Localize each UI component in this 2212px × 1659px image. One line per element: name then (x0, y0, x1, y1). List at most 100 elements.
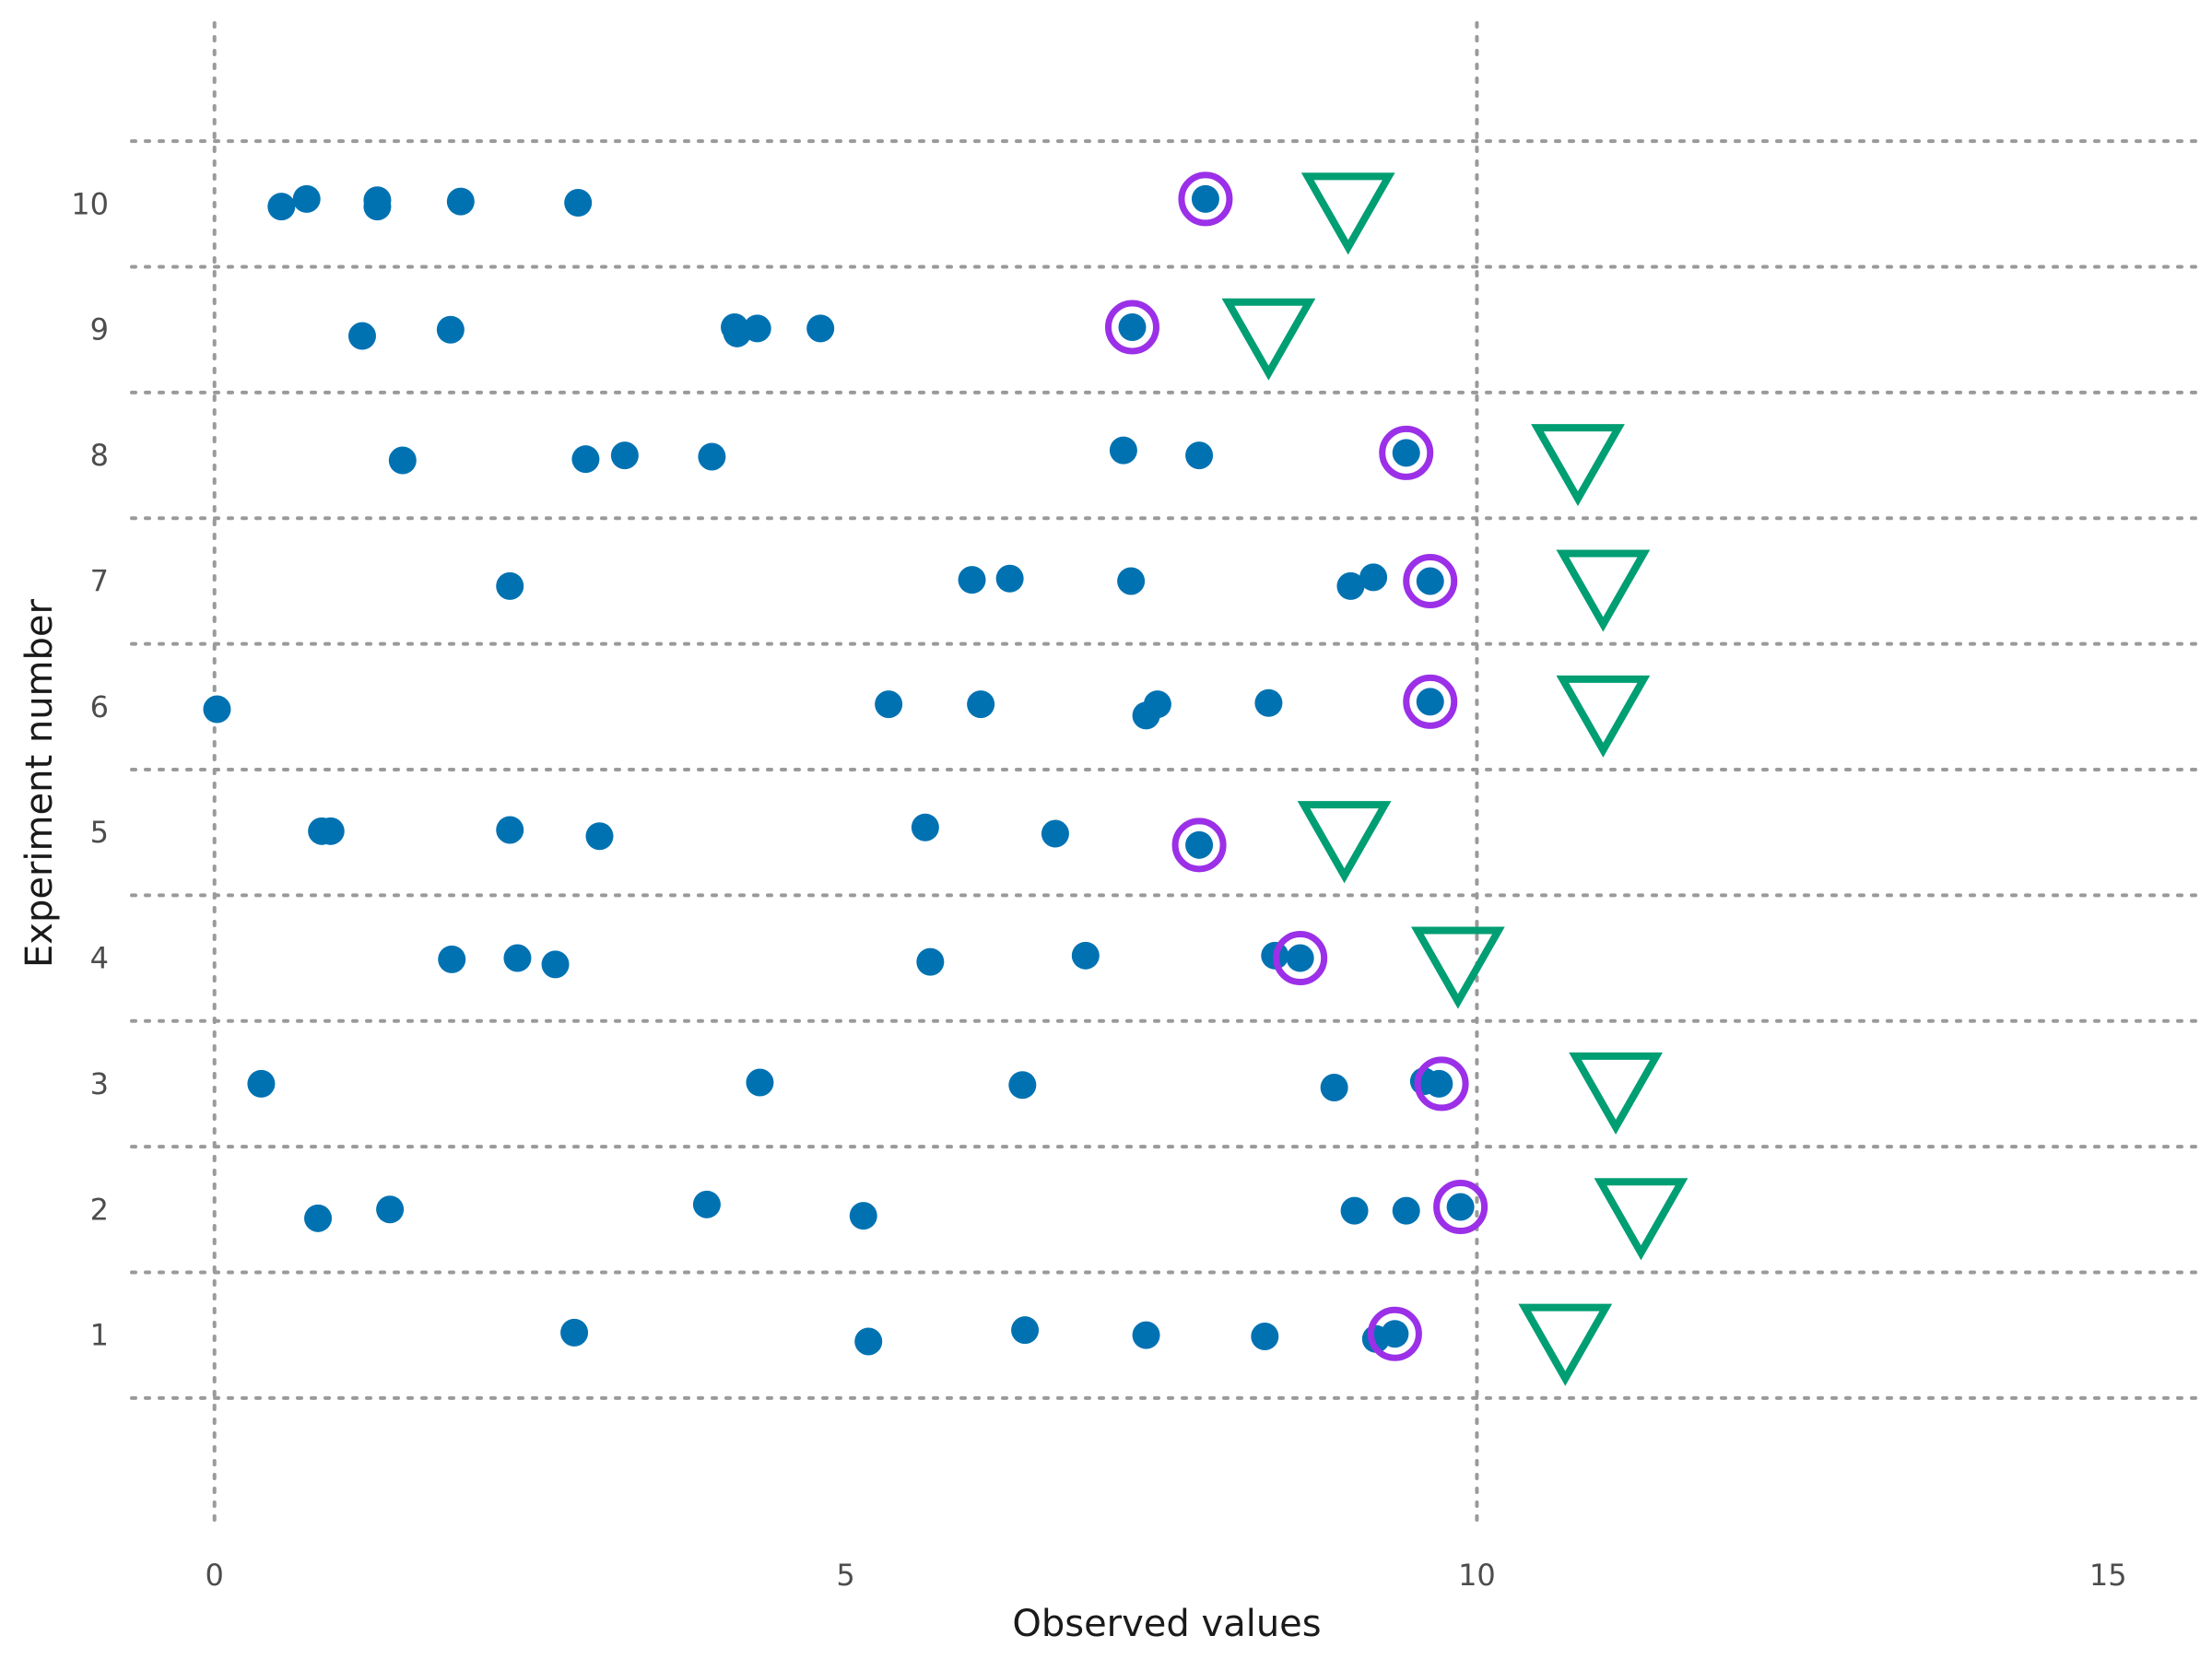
observation-point (692, 1190, 721, 1218)
observation-point (1132, 1321, 1160, 1349)
triangle-marker (1221, 298, 1316, 381)
observation-point (610, 441, 639, 470)
observation-point (564, 189, 593, 217)
observation-point (1071, 941, 1100, 970)
observation-point (541, 950, 570, 979)
observation-point (1286, 944, 1314, 972)
y-tick-label: 4 (90, 941, 109, 976)
highlight-ring (1273, 931, 1328, 986)
y-tick-label: 9 (90, 312, 109, 347)
observation-point (388, 446, 417, 475)
observation-point (1251, 1323, 1279, 1350)
highlight-ring (1367, 1306, 1422, 1361)
observation-point (446, 187, 475, 216)
observation-point (1381, 1320, 1409, 1348)
x-axis-tick-labels: 0 5 10 15 (206, 1558, 2127, 1593)
y-tick-label: 10 (71, 186, 109, 221)
y-tick-label: 5 (90, 815, 109, 850)
observation-point (875, 690, 903, 719)
observation-point (1416, 567, 1444, 595)
observation-point (496, 571, 524, 600)
observation-point (496, 816, 524, 844)
observation-point (1118, 313, 1147, 341)
observation-point (436, 315, 465, 344)
observation-point (995, 564, 1024, 593)
observation-point (376, 1195, 405, 1224)
observation-point (1011, 1316, 1040, 1345)
observation-point (304, 1204, 333, 1232)
x-tick-label: 0 (206, 1558, 224, 1593)
observation-point (743, 314, 771, 343)
highlight-rings (1104, 171, 1488, 1361)
observation-point (854, 1327, 883, 1356)
observation-point (438, 945, 466, 973)
triangle-marker (1594, 1178, 1688, 1261)
highlight-ring (1403, 553, 1458, 608)
highlight-ring (1171, 818, 1227, 873)
y-tick-label: 1 (90, 1318, 109, 1353)
triangle-marker (1569, 1052, 1663, 1135)
x-tick-label: 15 (2089, 1558, 2127, 1593)
observation-point (571, 445, 600, 474)
observation-point (347, 322, 376, 350)
y-axis-tick-labels: 1 2 3 4 5 6 7 8 9 10 (71, 186, 109, 1352)
x-tick-label: 10 (1458, 1558, 1496, 1593)
observation-point (1143, 690, 1171, 719)
observation-point (967, 690, 995, 719)
observation-point (916, 947, 945, 976)
highlight-ring (1403, 674, 1458, 729)
observation-point (806, 314, 835, 343)
x-tick-label: 5 (836, 1558, 854, 1593)
triangle-marker (1531, 424, 1625, 507)
highlight-ring (1379, 425, 1434, 480)
observation-point (316, 817, 345, 845)
observation-point (958, 566, 986, 594)
observation-point (1109, 436, 1137, 465)
observation-point (1416, 688, 1444, 716)
highlight-ring (1104, 300, 1159, 355)
observation-point (1191, 184, 1219, 213)
observation-point (267, 193, 296, 221)
observation-point (1340, 1196, 1369, 1225)
observation-point (363, 193, 392, 221)
triangle-marker (1410, 926, 1505, 1009)
observation-point (1320, 1074, 1348, 1101)
triangle-markers (1221, 172, 1688, 1386)
observation-point (746, 1068, 774, 1097)
observation-point (203, 695, 231, 724)
highlight-ring (1433, 1180, 1488, 1235)
observation-point (503, 944, 532, 972)
observation-point (1446, 1193, 1475, 1221)
y-tick-label: 2 (90, 1192, 109, 1227)
observation-point (247, 1069, 276, 1098)
observation-point (1392, 1196, 1420, 1225)
highlight-ring (1178, 171, 1233, 227)
y-tick-label: 3 (90, 1066, 109, 1101)
observation-point (292, 184, 321, 213)
y-tick-label: 7 (90, 563, 109, 598)
observation-point (1254, 688, 1283, 717)
observation-point (1359, 563, 1388, 592)
highlight-ring (1414, 1056, 1469, 1112)
triangle-marker (1297, 801, 1392, 884)
triangle-marker (1556, 549, 1651, 632)
observation-point (911, 813, 939, 841)
triangle-marker (1300, 172, 1395, 255)
observation-point (560, 1318, 589, 1347)
observation-point (698, 442, 726, 471)
y-tick-label: 6 (90, 689, 109, 724)
y-axis-title: Experiment number (18, 598, 61, 967)
observation-point (1425, 1069, 1453, 1098)
observation-point (585, 822, 614, 851)
observation-point (1185, 441, 1214, 470)
observation-point (1008, 1071, 1037, 1100)
observation-point (1336, 571, 1365, 600)
x-axis-title: Observed values (1012, 1603, 1321, 1645)
grid-lines (130, 21, 2205, 1523)
observation-point (1185, 830, 1214, 859)
triangle-marker (1556, 675, 1651, 758)
triangle-marker (1518, 1303, 1613, 1386)
observation-point (1041, 819, 1069, 848)
observation-points (203, 184, 1475, 1356)
